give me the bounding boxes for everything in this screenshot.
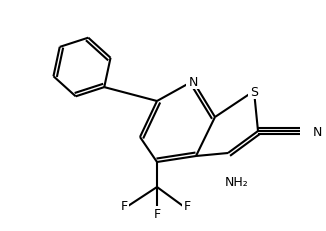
Text: N: N (188, 75, 198, 88)
Text: S: S (250, 85, 258, 98)
Text: F: F (184, 200, 191, 213)
Text: F: F (120, 200, 127, 213)
Text: N: N (313, 125, 322, 138)
Text: NH₂: NH₂ (225, 175, 249, 188)
Text: F: F (154, 208, 161, 221)
